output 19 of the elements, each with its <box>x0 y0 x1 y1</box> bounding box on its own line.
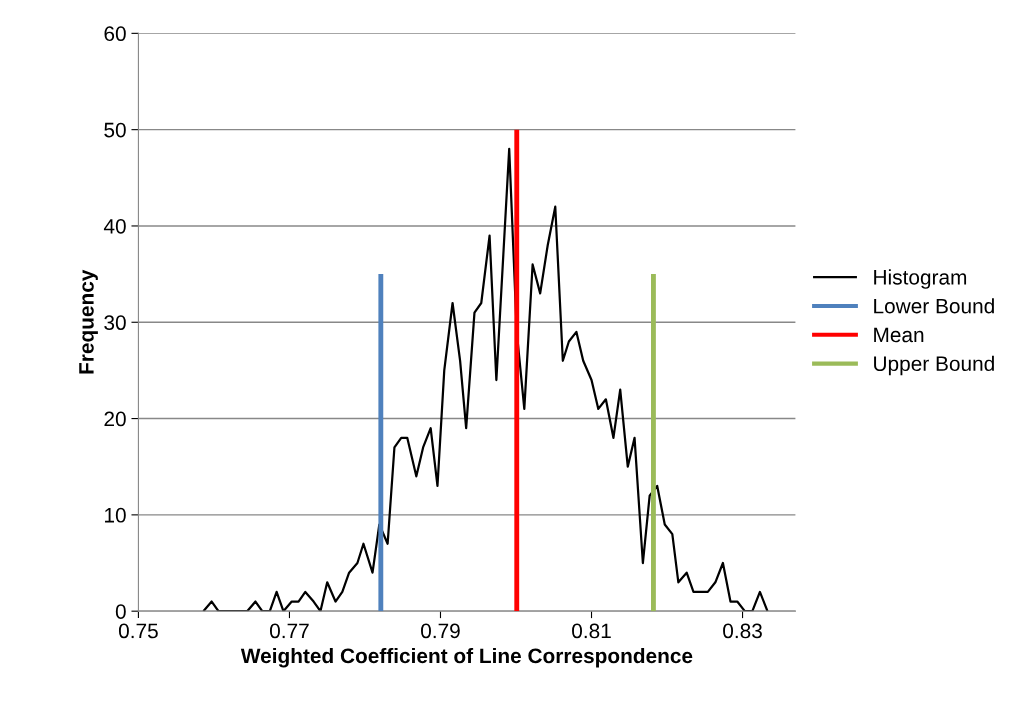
x-tick-label: 0.79 <box>421 623 460 639</box>
x-axis-title: Weighted Coefficient of Line Correspondence <box>240 647 693 668</box>
y-tick-label: 40 <box>103 218 126 234</box>
y-tick-label: 20 <box>104 411 126 427</box>
line-series <box>202 147 769 612</box>
legend-label: Histogram <box>874 269 967 289</box>
legend-label: Upper Bound <box>874 355 994 376</box>
x-tick-label: 0.83 <box>723 623 762 639</box>
y-tick-label: 0 <box>115 604 126 619</box>
y-tick-label: 30 <box>104 315 126 331</box>
x-tick-label: 0.77 <box>270 623 309 639</box>
x-tick-label: 0.81 <box>572 623 611 639</box>
legend-label: Lower Bound <box>874 298 994 314</box>
y-axis-title: Frequency <box>79 269 98 374</box>
y-tick-label: 60 <box>104 26 126 42</box>
legend-label: Mean <box>874 327 924 343</box>
y-tick-label: 10 <box>105 507 126 523</box>
y-tick-label: 50 <box>104 122 126 138</box>
x-tick-label: 0.75 <box>118 623 158 639</box>
